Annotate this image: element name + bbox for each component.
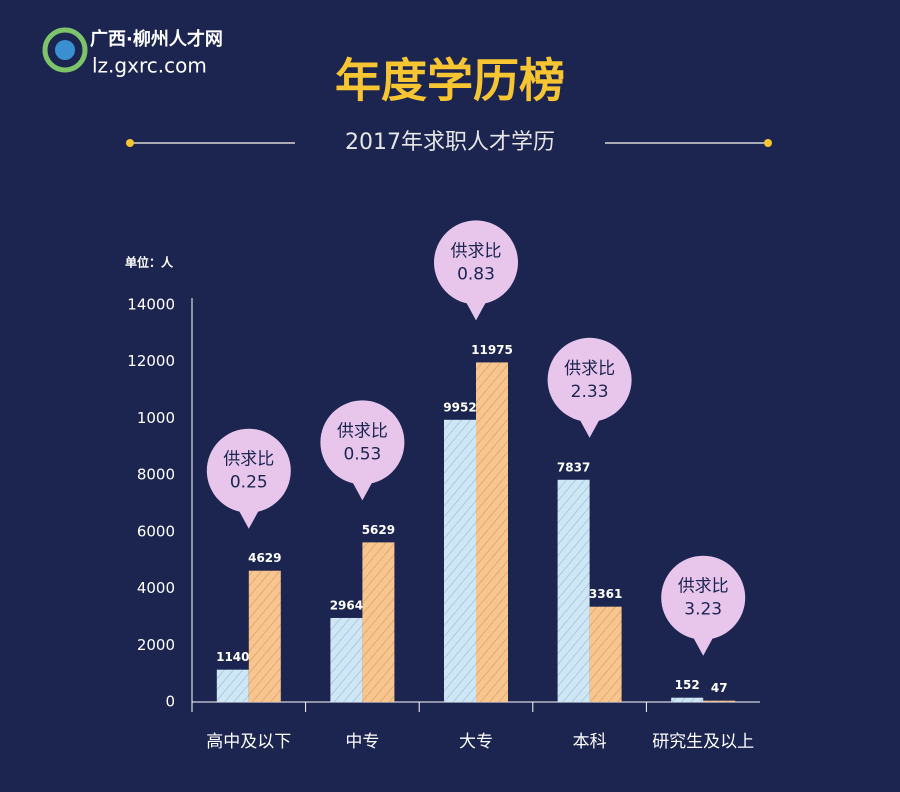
logo-core — [55, 40, 75, 60]
x-tick-label: 大专 — [459, 732, 493, 752]
bar — [671, 697, 704, 702]
ratio-label: 供求比 — [337, 421, 388, 441]
y-tick-label: 8000 — [137, 466, 175, 484]
ratio-value: 0.25 — [230, 473, 268, 493]
value-label: 152 — [675, 678, 700, 692]
ratio-value: 3.23 — [684, 600, 722, 620]
ratio-label: 供求比 — [678, 577, 729, 597]
deco-dot — [764, 139, 772, 147]
y-tick-label: 2000 — [137, 636, 175, 654]
value-label: 9952 — [443, 400, 476, 414]
logo-ring — [42, 27, 88, 73]
logo — [42, 27, 88, 73]
value-label: 1140 — [216, 650, 249, 664]
value-label: 5629 — [362, 523, 395, 537]
y-tick-label: 1000 — [137, 409, 175, 427]
chart-title: 年度学历榜 — [335, 54, 565, 108]
bar — [330, 617, 363, 702]
value-label: 2964 — [330, 598, 363, 612]
ratio-label: 供求比 — [564, 359, 615, 379]
bar — [216, 669, 249, 702]
x-tick-label: 研究生及以上 — [652, 732, 754, 752]
ratio-bubble — [547, 337, 632, 422]
value-label: 7837 — [557, 460, 590, 474]
y-tick-label: 6000 — [137, 522, 175, 540]
bar — [362, 542, 395, 702]
ratio-bubble — [320, 400, 405, 485]
unit-label: 单位：人 — [125, 255, 174, 270]
ratio-value: 2.33 — [571, 382, 609, 402]
bar — [589, 606, 622, 702]
ratio-value: 0.53 — [343, 444, 381, 464]
brand: 广西·柳州人才网 — [90, 28, 223, 50]
y-tick-label: 12000 — [127, 352, 175, 370]
ratio-bubble — [206, 428, 291, 513]
x-tick-label: 高中及以下 — [206, 732, 291, 752]
y-tick-label: 4000 — [137, 579, 175, 597]
ratio-label: 供求比 — [451, 241, 502, 261]
value-label: 3361 — [589, 587, 622, 601]
bar — [557, 479, 590, 702]
site: lz.gxrc.com — [92, 54, 207, 78]
ratio-bubble — [661, 555, 746, 640]
bar — [444, 419, 476, 702]
value-label: 11975 — [471, 343, 513, 357]
value-label: 4629 — [248, 551, 281, 565]
subtitle: 2017年求职人才学历 — [345, 130, 555, 155]
ratio-label: 供求比 — [223, 450, 274, 470]
bar — [248, 570, 281, 702]
value-label: 47 — [711, 681, 728, 695]
ratio-bubble — [434, 220, 518, 305]
y-tick-label: 14000 — [127, 296, 175, 314]
x-tick-label: 本科 — [573, 732, 607, 752]
deco-dot — [126, 139, 134, 147]
bar — [703, 700, 736, 702]
bar — [476, 362, 508, 702]
ratio-value: 0.83 — [457, 264, 495, 284]
x-tick-label: 中专 — [345, 732, 379, 752]
y-tick-label: 0 — [165, 693, 175, 711]
